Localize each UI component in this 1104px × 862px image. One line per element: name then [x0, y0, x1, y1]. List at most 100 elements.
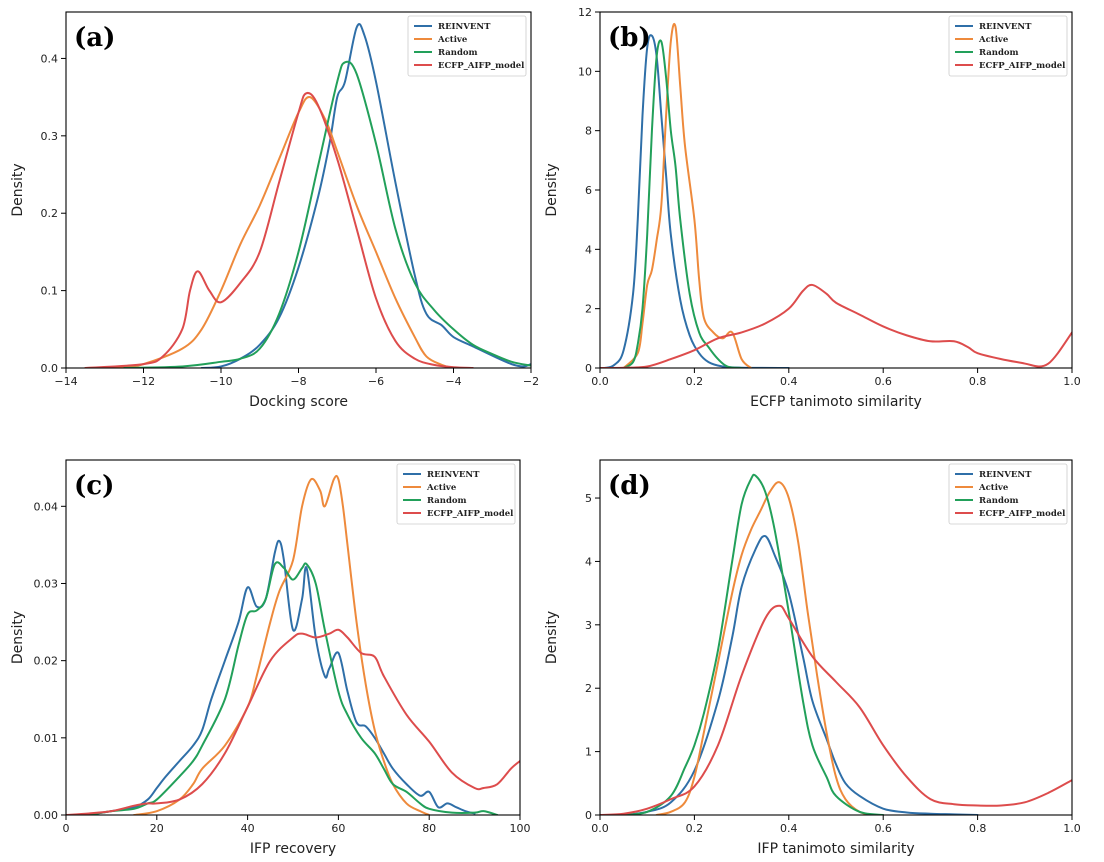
x-tick-label: 60 — [331, 822, 345, 835]
legend-entry-Active: Active — [978, 35, 1009, 45]
x-tick-label: 0.4 — [780, 375, 798, 388]
legend: REINVENT Active Random ECFP_AIFP_model — [396, 463, 516, 525]
panel-c: 0 20 40 60 80 100 0.00 0.01 0.02 0.03 0.04 IFP reco… — [10, 459, 531, 857]
legend-entry-REINVENT: REINVENT — [427, 470, 480, 480]
panel-label: (c) — [74, 471, 114, 501]
series-line-ECFP_AIFP_model — [84, 91, 474, 368]
x-axis-label: Docking score — [249, 394, 348, 410]
y-tick-label: 5 — [585, 492, 592, 505]
series-line-Active — [655, 481, 875, 815]
x-tick-label: 1.0 — [1063, 822, 1081, 835]
y-axis-label: Density — [544, 611, 560, 664]
panel-label: (d) — [608, 471, 651, 501]
x-tick-label: 0.0 — [591, 375, 609, 388]
legend-box — [948, 15, 1068, 77]
y-tick-label: 0.03 — [34, 577, 59, 590]
series-line-ECFP_AIFP_model — [66, 628, 520, 815]
series-line-ECFP_AIFP_model — [600, 604, 1072, 815]
legend-entry-Random: Random — [427, 496, 467, 506]
x-tick-label: −14 — [54, 375, 77, 388]
y-tick-label: 8 — [585, 125, 592, 138]
y-tick-label: 2 — [585, 682, 592, 695]
x-tick-label: −2 — [523, 375, 539, 388]
x-tick-label: 0.6 — [874, 375, 892, 388]
legend-entry-ECFP_AIFP_model: ECFP_AIFP_model — [427, 509, 514, 519]
x-tick-label: −10 — [209, 375, 232, 388]
legend-entry-Active: Active — [978, 483, 1009, 493]
legend-entry-REINVENT: REINVENT — [979, 470, 1032, 480]
legend: REINVENT Active Random ECFP_AIFP_model — [407, 15, 527, 77]
series-group — [600, 22, 1072, 368]
legend-entry-Active: Active — [426, 483, 457, 493]
y-axis-label: Density — [10, 163, 26, 216]
x-tick-label: 0 — [63, 822, 70, 835]
panel-label: (b) — [608, 23, 651, 53]
x-tick-label: 0.8 — [969, 375, 987, 388]
x-tick-label: 0.6 — [874, 822, 892, 835]
x-tick-label: 0.2 — [686, 375, 704, 388]
series-line-REINVENT — [622, 534, 979, 815]
y-tick-label: 3 — [585, 619, 592, 632]
panel-b: 0.0 0.2 0.4 0.6 0.8 1.0 0 2 4 6 8 10 12 ECFP tanimoto… — [544, 6, 1081, 410]
x-axis-label: ECFP tanimoto similarity — [750, 394, 922, 410]
y-tick-label: 4 — [585, 555, 592, 568]
legend-entry-Active: Active — [437, 35, 468, 45]
series-line-Active — [84, 96, 455, 368]
x-tick-label: −12 — [132, 375, 155, 388]
series-line-Random — [123, 60, 531, 368]
x-tick-label: 0.2 — [686, 822, 704, 835]
panel-a: −14 −12 −10 −8 −6 −4 −2 0.0 0.1 0.2 0.3 0.4 Docking … — [10, 11, 539, 410]
legend: REINVENT Active Random ECFP_AIFP_model — [948, 15, 1068, 77]
y-tick-label: 1 — [585, 746, 592, 759]
series-group — [84, 23, 531, 368]
legend-entry-ECFP_AIFP_model: ECFP_AIFP_model — [438, 61, 525, 71]
x-tick-label: 1.0 — [1063, 375, 1081, 388]
plot-frame — [599, 459, 1073, 816]
y-tick-label: 0.00 — [34, 809, 59, 822]
legend-entry-REINVENT: REINVENT — [438, 22, 491, 32]
y-tick-label: 12 — [578, 6, 592, 19]
series-line-Random — [87, 561, 499, 815]
series-line-REINVENT — [87, 539, 476, 815]
series-line-ECFP_AIFP_model — [600, 283, 1072, 368]
y-axis-label: Density — [10, 611, 26, 664]
x-tick-label: 40 — [241, 822, 255, 835]
panel-d: 0.0 0.2 0.4 0.6 0.8 1.0 0 1 2 3 4 5 IFP tanimoto sim… — [544, 459, 1081, 857]
y-tick-label: 2 — [585, 303, 592, 316]
legend-entry-Random: Random — [438, 48, 478, 58]
legend-entry-ECFP_AIFP_model: ECFP_AIFP_model — [979, 509, 1066, 519]
series-group — [600, 473, 1072, 815]
x-tick-label: 0.8 — [969, 822, 987, 835]
x-tick-label: 20 — [150, 822, 164, 835]
legend-entry-ECFP_AIFP_model: ECFP_AIFP_model — [979, 61, 1066, 71]
x-axis-label: IFP tanimoto similarity — [757, 841, 914, 857]
series-group — [66, 474, 520, 815]
y-tick-label: 0.02 — [34, 655, 59, 668]
y-tick-label: 0.2 — [41, 207, 59, 220]
x-axis-label: IFP recovery — [250, 841, 336, 857]
x-tick-label: 0.4 — [780, 822, 798, 835]
legend: REINVENT Active Random ECFP_AIFP_model — [948, 463, 1068, 525]
panel-label: (a) — [74, 23, 115, 53]
y-tick-label: 0.04 — [34, 500, 59, 513]
x-tick-label: 80 — [422, 822, 436, 835]
y-tick-label: 0.01 — [34, 732, 59, 745]
x-tick-label: −4 — [445, 375, 461, 388]
series-line-Random — [622, 473, 885, 815]
y-tick-label: 0.1 — [41, 285, 59, 298]
y-tick-label: 0 — [585, 809, 592, 822]
series-line-Random — [622, 39, 743, 368]
legend-entry-Random: Random — [979, 48, 1019, 58]
x-tick-label: 100 — [510, 822, 531, 835]
legend-entry-Random: Random — [979, 496, 1019, 506]
y-tick-label: 0.3 — [41, 130, 59, 143]
legend-entry-REINVENT: REINVENT — [979, 22, 1032, 32]
x-tick-label: 0.0 — [591, 822, 609, 835]
y-axis-label: Density — [544, 163, 560, 216]
legend-box — [396, 463, 516, 525]
legend-box — [948, 463, 1068, 525]
y-tick-label: 6 — [585, 184, 592, 197]
x-tick-label: −6 — [368, 375, 384, 388]
legend-box — [407, 15, 527, 77]
